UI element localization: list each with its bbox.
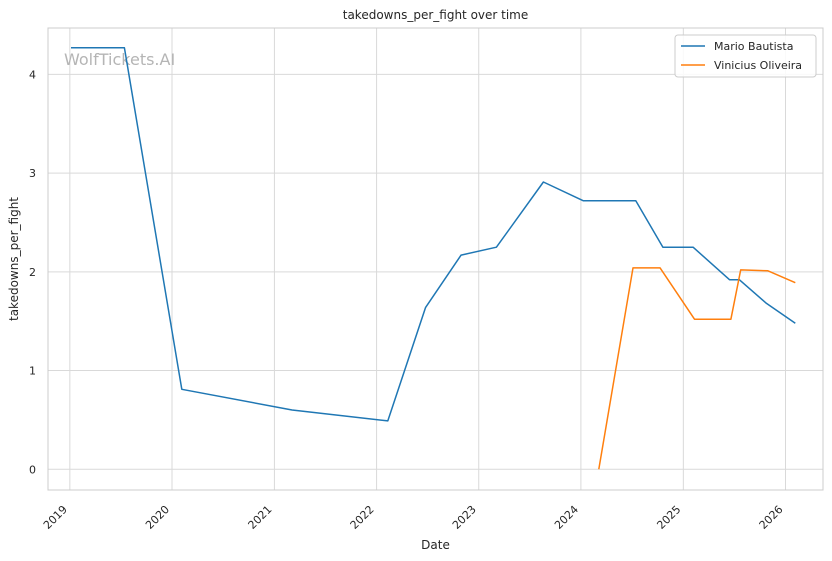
plot-frame bbox=[47, 27, 824, 491]
y-tick-label: 0 bbox=[29, 463, 36, 476]
legend: Mario Bautista Vinicius Oliveira bbox=[674, 34, 817, 78]
y-tick-label: 2 bbox=[29, 266, 36, 279]
y-tick-label: 1 bbox=[29, 365, 36, 378]
series-line-1 bbox=[598, 267, 796, 470]
y-axis-ticks: 0 1 2 3 4 bbox=[29, 68, 36, 476]
chart-title: takedowns_per_fight over time bbox=[343, 8, 529, 22]
legend-label-0: Mario Bautista bbox=[714, 40, 793, 53]
series-line-0 bbox=[71, 46, 796, 422]
x-axis-title: Date bbox=[421, 538, 450, 552]
y-tick-label: 4 bbox=[29, 68, 36, 81]
legend-label-1: Vinicius Oliveira bbox=[714, 59, 802, 72]
legend-box bbox=[674, 34, 817, 78]
series-lines bbox=[71, 46, 796, 470]
watermark: WolfTickets.AI bbox=[64, 50, 175, 69]
y-axis-title: takedowns_per_fight bbox=[7, 197, 21, 321]
y-tick-label: 3 bbox=[29, 167, 36, 180]
